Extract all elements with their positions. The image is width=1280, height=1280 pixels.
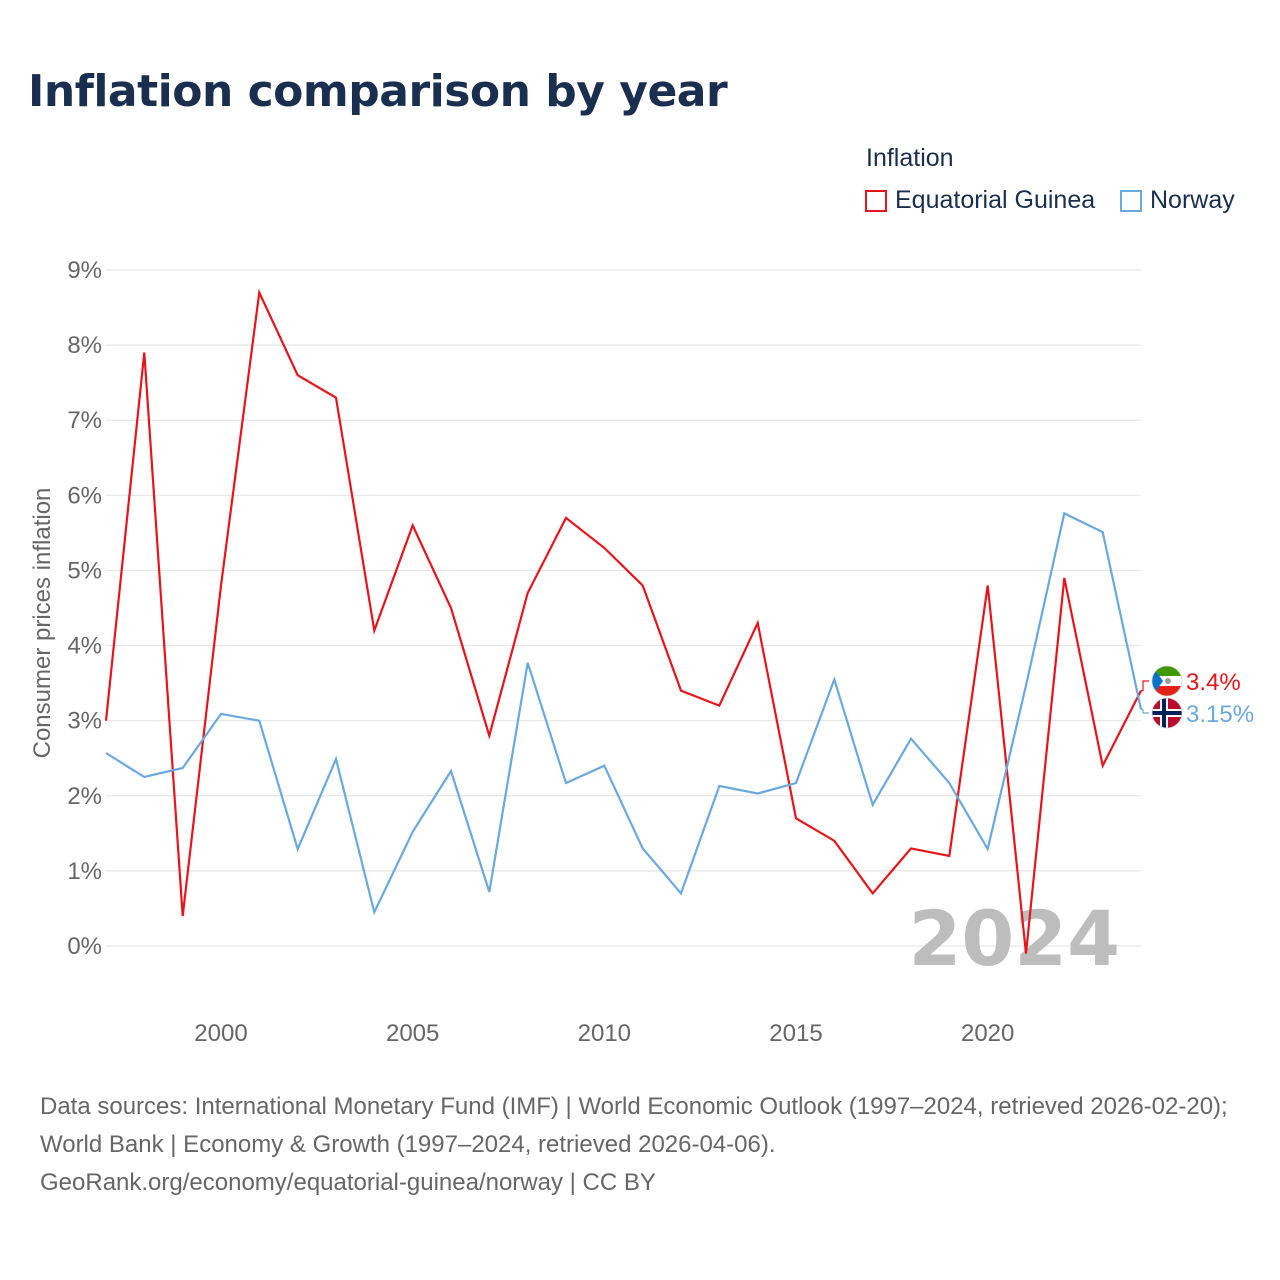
legend-title: Inflation bbox=[866, 144, 954, 172]
y-tick-label: 2% bbox=[67, 783, 102, 810]
legend-swatch-norway bbox=[1120, 189, 1142, 212]
end-value-label-norway: 3.15% bbox=[1186, 701, 1254, 728]
data-sources-text: Data sources: International Monetary Fun… bbox=[40, 1093, 1228, 1158]
y-tick-label: 6% bbox=[67, 482, 102, 509]
x-axis-ticks: 2000 2005 2010 2015 2020 bbox=[194, 1020, 1014, 1047]
y-tick-label: 4% bbox=[67, 633, 102, 660]
x-tick-label: 2000 bbox=[194, 1020, 247, 1047]
x-tick-label: 2015 bbox=[769, 1020, 822, 1047]
y-tick-label: 5% bbox=[67, 557, 102, 584]
y-tick-label: 8% bbox=[67, 332, 102, 359]
y-axis-ticks: 0% 1% 2% 3% 4% 5% 6% 7% 8% 9% bbox=[67, 257, 102, 960]
end-label-connector bbox=[1141, 708, 1149, 714]
series-line-equatorial-guinea[interactable] bbox=[104, 288, 1142, 954]
source-url-text[interactable]: GeoRank.org/economy/equatorial-guinea/no… bbox=[40, 1169, 656, 1196]
x-tick-label: 2010 bbox=[578, 1020, 631, 1047]
x-tick-label: 2020 bbox=[961, 1020, 1014, 1047]
end-labels: 3.4% 3.15% bbox=[1141, 665, 1254, 729]
year-annotation: 2024 bbox=[908, 894, 1120, 983]
series-line-norway[interactable] bbox=[105, 511, 1143, 916]
chart-title: Inflation comparison by year bbox=[28, 66, 728, 117]
y-tick-label: 3% bbox=[67, 708, 102, 735]
norway-flag-icon bbox=[1151, 697, 1183, 729]
y-axis-label: Consumer prices inflation bbox=[29, 488, 56, 759]
line-chart: 0% 1% 2% 3% 4% 5% 6% 7% 8% 9% 2000 2005 2010 2015 202… bbox=[29, 257, 1254, 1047]
y-tick-label: 7% bbox=[67, 407, 102, 434]
x-tick-label: 2005 bbox=[386, 1020, 439, 1047]
legend-item-equatorial-guinea[interactable]: Equatorial Guinea bbox=[865, 186, 1095, 215]
legend-label-equatorial-guinea: Equatorial Guinea bbox=[895, 186, 1096, 214]
series-lines bbox=[104, 288, 1143, 954]
end-label-connector bbox=[1141, 680, 1149, 692]
legend-item-norway[interactable]: Norway bbox=[1120, 186, 1235, 215]
equatorial-guinea-flag-icon bbox=[1151, 665, 1183, 697]
legend-label-norway: Norway bbox=[1150, 186, 1235, 214]
footer: Data sources: International Monetary Fun… bbox=[40, 1088, 1245, 1202]
y-tick-label: 1% bbox=[67, 858, 102, 885]
end-value-label-equatorial-guinea: 3.4% bbox=[1186, 669, 1241, 696]
y-tick-label: 9% bbox=[67, 257, 102, 284]
y-tick-label: 0% bbox=[67, 933, 102, 960]
legend-swatch-equatorial-guinea bbox=[865, 189, 887, 212]
